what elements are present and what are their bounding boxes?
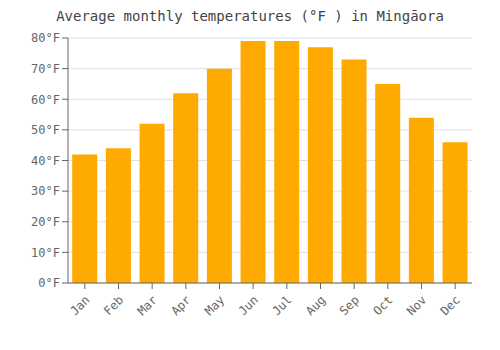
svg-text:80°F: 80°F bbox=[31, 31, 60, 45]
svg-text:Jun: Jun bbox=[236, 293, 261, 318]
svg-text:Jul: Jul bbox=[269, 293, 294, 318]
svg-text:30°F: 30°F bbox=[31, 184, 60, 198]
svg-text:Jan: Jan bbox=[67, 293, 92, 318]
svg-text:50°F: 50°F bbox=[31, 123, 60, 137]
svg-text:60°F: 60°F bbox=[31, 93, 60, 107]
svg-text:Nov: Nov bbox=[404, 293, 429, 318]
svg-text:Sep: Sep bbox=[337, 293, 362, 318]
svg-text:Oct: Oct bbox=[370, 293, 395, 318]
svg-text:70°F: 70°F bbox=[31, 62, 60, 76]
html-text:Average monthly temperatures (: Average monthly temperatures (°F ) in Mi… bbox=[56, 8, 444, 24]
svg-text:Apr: Apr bbox=[168, 293, 193, 318]
svg-text:Dec: Dec bbox=[438, 293, 463, 318]
svg-text:10°F: 10°F bbox=[31, 246, 60, 260]
svg-text:20°F: 20°F bbox=[31, 215, 60, 229]
svg-text:40°F: 40°F bbox=[31, 154, 60, 168]
svg-text:0°F: 0°F bbox=[38, 276, 60, 290]
svg-text:Feb: Feb bbox=[101, 293, 126, 318]
svg-text:Aug: Aug bbox=[303, 293, 328, 318]
svg-text:May: May bbox=[202, 293, 227, 318]
svg-text:Mar: Mar bbox=[135, 293, 160, 318]
